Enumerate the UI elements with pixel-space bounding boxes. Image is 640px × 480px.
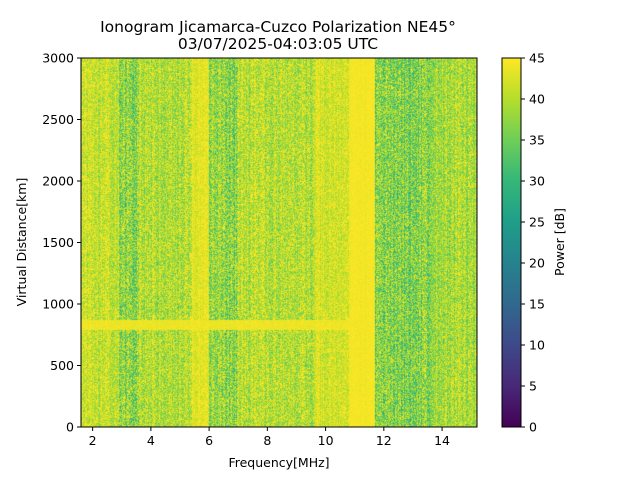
x-tick-label: 8: [263, 433, 271, 448]
colorbar-tick-label: 20: [529, 256, 545, 271]
x-axis: 2 4 6 8 10 12 14: [89, 427, 450, 448]
y-axis: 0 500 1000 1500 2000 2500 3000: [42, 51, 81, 435]
colorbar-tick-label: 40: [529, 92, 545, 107]
x-tick-label: 10: [318, 433, 334, 448]
colorbar-ticks: 0 5 10 15 20 25 30 35 40 45: [521, 51, 545, 435]
y-tick-label: 1500: [42, 235, 74, 250]
y-tick-label: 1000: [42, 297, 74, 312]
colorbar-tick-label: 0: [529, 420, 537, 435]
y-axis-label: Virtual Distance[km]: [14, 178, 29, 307]
chart-title-line1: Ionogram Jicamarca-Cuzco Polarization NE…: [100, 18, 456, 36]
x-tick-label: 6: [205, 433, 213, 448]
x-tick-label: 2: [89, 433, 97, 448]
y-tick-label: 0: [66, 420, 74, 435]
x-axis-label: Frequency[MHz]: [228, 455, 329, 470]
y-tick-label: 2000: [42, 174, 74, 189]
colorbar-tick-label: 10: [529, 338, 545, 353]
y-tick-label: 3000: [42, 51, 74, 66]
colorbar-tick-label: 15: [529, 297, 545, 312]
colorbar-tick-label: 5: [529, 379, 537, 394]
colorbar-tick-label: 45: [529, 51, 545, 66]
colorbar-tick-label: 35: [529, 133, 545, 148]
y-tick-label: 2500: [42, 112, 74, 127]
ionogram-heatmap: [81, 58, 477, 427]
x-tick-label: 12: [376, 433, 392, 448]
colorbar-label: Power [dB]: [552, 208, 567, 276]
x-tick-label: 4: [147, 433, 155, 448]
y-tick-label: 500: [50, 358, 74, 373]
x-tick-label: 14: [434, 433, 450, 448]
chart-title-line2: 03/07/2025-04:03:05 UTC: [178, 35, 378, 53]
colorbar-tick-label: 25: [529, 215, 545, 230]
colorbar: [501, 57, 522, 428]
colorbar-tick-label: 30: [529, 174, 545, 189]
